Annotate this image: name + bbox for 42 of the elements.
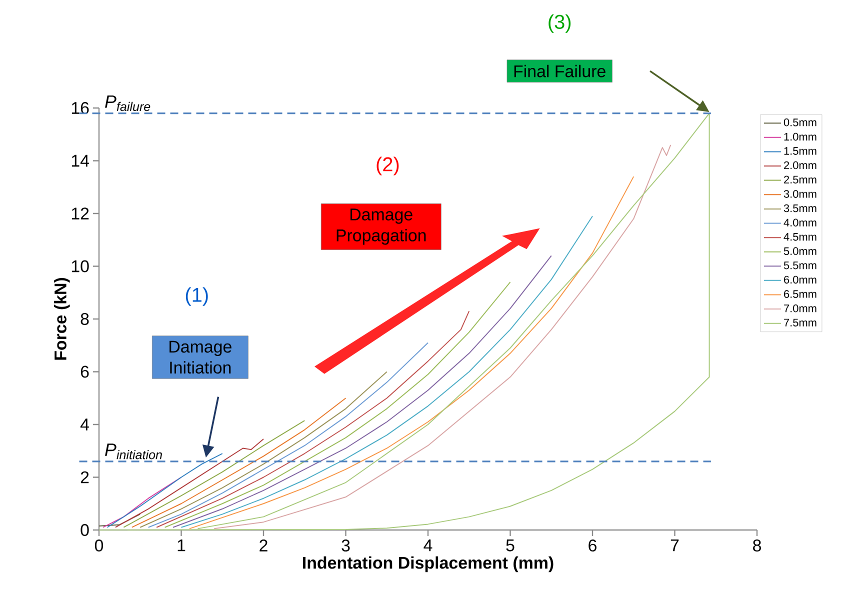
x-tick-label: 3	[342, 540, 350, 552]
legend-label: 2.5mm	[784, 176, 816, 184]
y-tick-label: 4	[80, 418, 89, 430]
legend-label: 3.5mm	[784, 204, 816, 212]
legend-label: 5.0mm	[784, 247, 816, 256]
x-tick-label: 6	[588, 540, 596, 552]
x-tick-label: 7	[670, 540, 679, 552]
x-tick-label: 2	[260, 540, 268, 552]
annotation: (1)	[186, 287, 208, 306]
y-axis-title: Force (kN)	[54, 278, 70, 360]
ref-line-label: $\mathit{P}_{\mathit{initiation}}$	[105, 444, 162, 460]
x-tick-label: 0	[94, 540, 104, 552]
text: Final Failure	[514, 64, 606, 78]
x-tick-label: 5	[506, 540, 514, 552]
annotation: (2)	[376, 156, 399, 176]
legend-label: 5.5mm	[784, 262, 816, 270]
legend-label: 4.0mm	[784, 218, 816, 226]
y-tick-label: 0	[80, 524, 89, 536]
legend-label: 1.5mm	[784, 147, 816, 155]
legend-label: 0.5mm	[784, 118, 816, 126]
x-tick-label: 8	[753, 540, 761, 552]
annotation: Damage Propagation	[336, 208, 426, 245]
text: (3)	[548, 14, 571, 33]
x-axis-title: Indentation Displacement (mm)	[303, 556, 554, 572]
legend-label: 7.0mm	[784, 304, 816, 312]
y-tick-label: 2	[80, 471, 89, 484]
y-tick-label: 12	[72, 208, 89, 220]
x-tick-label: 1	[178, 540, 186, 552]
legend-label: 4.5mm	[784, 233, 816, 241]
legend-label: 3.0mm	[784, 190, 816, 198]
legend-label: 1.0mm	[784, 132, 816, 141]
y-tick-label: 6	[80, 366, 89, 378]
x-tick-label: 4	[424, 540, 432, 552]
annotation: Damage Initiation	[170, 340, 232, 374]
y-tick-label: 8	[80, 313, 89, 325]
y-tick-label: 14	[72, 154, 89, 167]
legend-label: 2.0mm	[784, 161, 816, 170]
ref-line-label: $\mathit{P}_{\mathit{failure}}$	[105, 95, 150, 112]
legend-label: 7.5mm	[784, 318, 816, 326]
legend-label: 6.5mm	[784, 290, 816, 298]
y-tick-label: 10	[72, 260, 89, 272]
legend-label: 6.0mm	[784, 276, 816, 284]
